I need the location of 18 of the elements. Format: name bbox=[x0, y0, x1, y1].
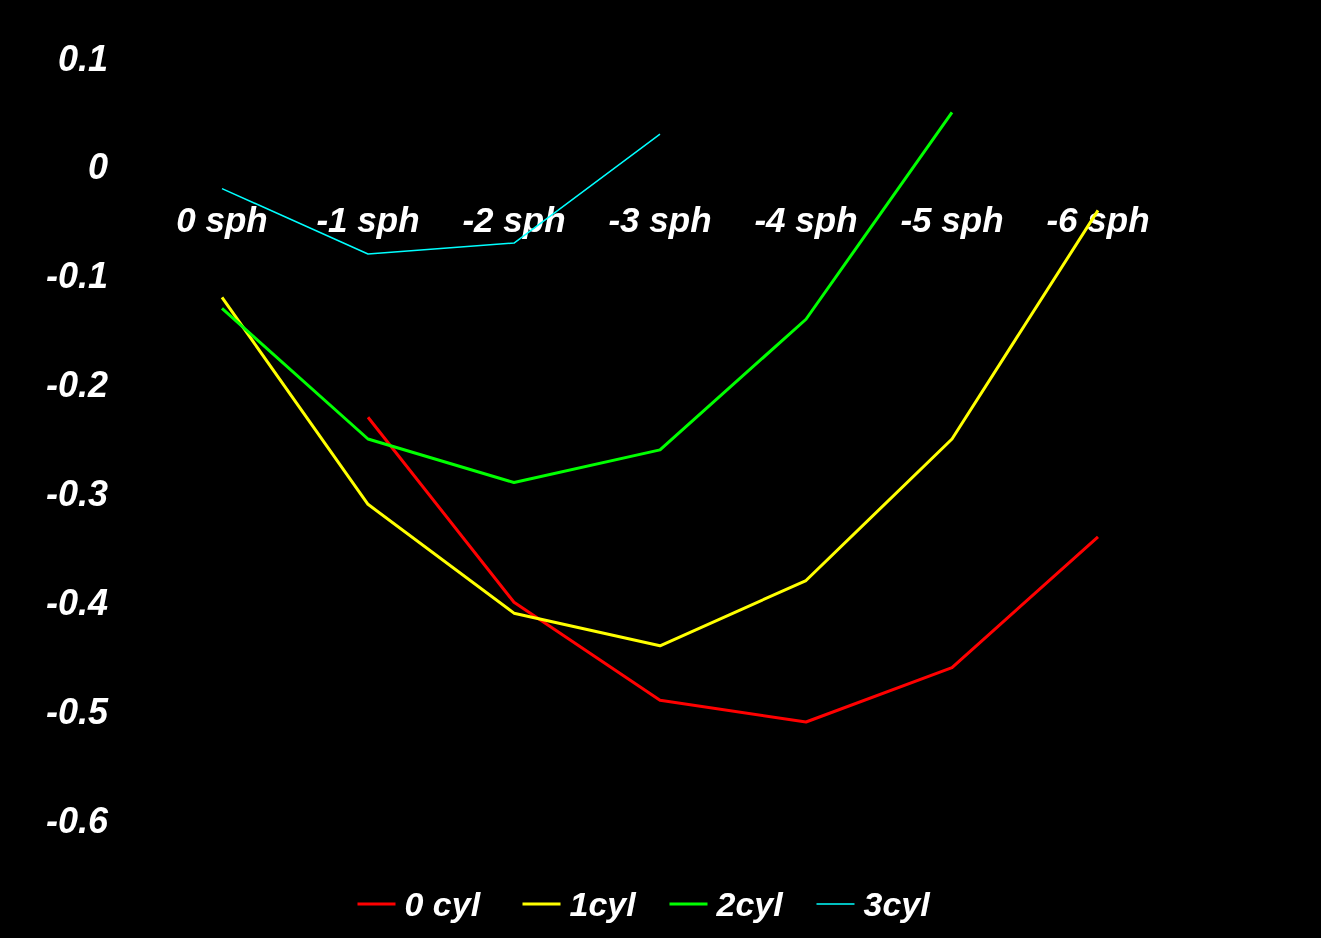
legend-label: 3cyl bbox=[863, 885, 932, 923]
x-tick-label: -4 sph bbox=[754, 199, 858, 239]
y-tick-label: 0 bbox=[87, 146, 108, 188]
y-tick-label: -0.4 bbox=[45, 581, 108, 623]
legend-label: 1cyl bbox=[569, 885, 638, 923]
x-tick-label: 0 sph bbox=[176, 199, 268, 239]
x-tick-label: -1 sph bbox=[316, 199, 420, 239]
x-tick-label: -3 sph bbox=[608, 199, 712, 239]
legend-label: 2cyl bbox=[715, 885, 785, 923]
legend-label: 0 cyl bbox=[404, 885, 482, 923]
y-tick-label: -0.6 bbox=[45, 799, 109, 841]
x-tick-label: -5 sph bbox=[900, 199, 1004, 239]
y-tick-label: -0.1 bbox=[45, 255, 108, 297]
y-tick-label: 0.1 bbox=[57, 37, 108, 79]
y-tick-label: -0.3 bbox=[45, 473, 108, 515]
y-tick-label: -0.5 bbox=[45, 690, 109, 732]
y-tick-label: -0.2 bbox=[45, 364, 108, 406]
line-series bbox=[366, 415, 1100, 724]
